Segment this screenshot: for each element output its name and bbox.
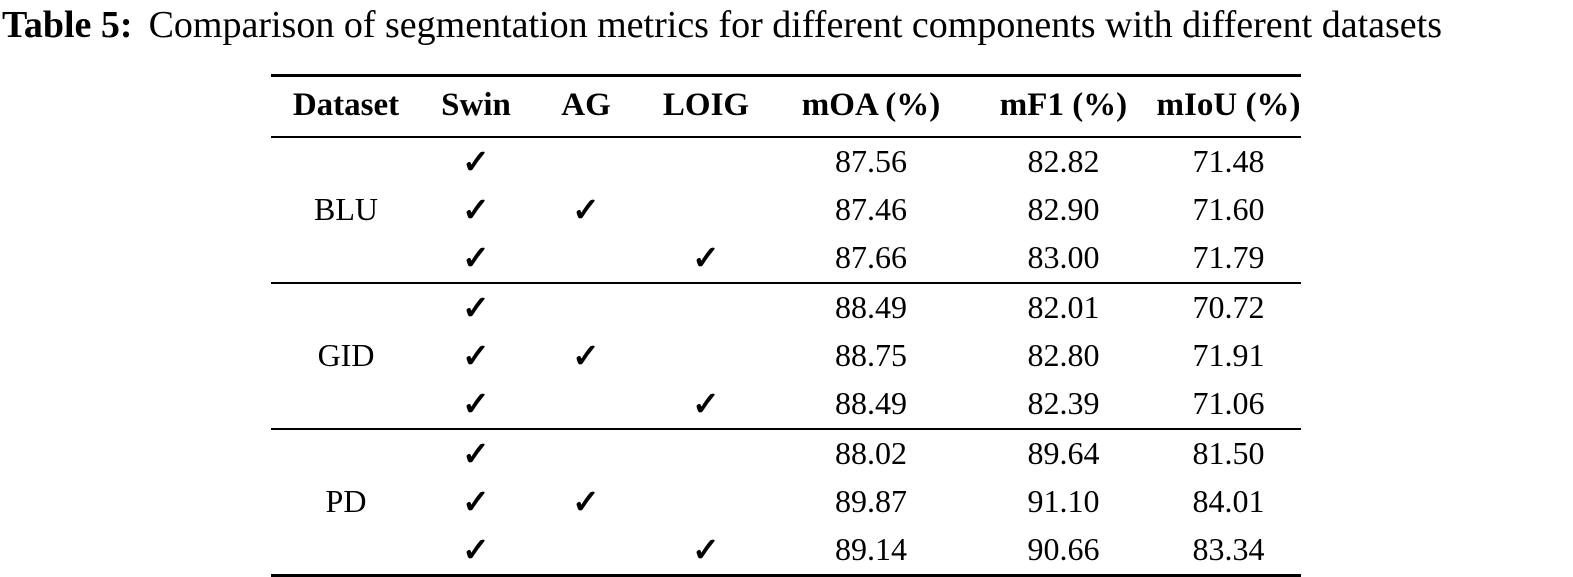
miou-value: 84.01: [1192, 483, 1265, 520]
table-row: BLU ✓ 87.56 82.82 71.48: [271, 137, 1301, 227]
loig-checkmark-icon: ✓: [692, 386, 720, 423]
dataset-label-gid: GID: [271, 281, 421, 429]
swin-checkmark-icon: ✓: [462, 144, 490, 181]
moa-value: 88.02: [771, 427, 971, 478]
moa-value: 88.75: [835, 337, 907, 374]
moa-value: 88.49: [835, 385, 907, 422]
miou-value: 71.91: [1192, 337, 1265, 374]
miou-value: 71.48: [1192, 143, 1265, 180]
ag-checkmark-icon: [531, 380, 641, 429]
miou-value: 70.72: [1156, 281, 1301, 332]
ag-checkmark-icon: ✓: [572, 484, 600, 521]
dataset-label-blu: BLU: [314, 191, 378, 228]
moa-value: 87.56: [835, 143, 907, 180]
miou-value: 81.50: [1156, 427, 1301, 478]
mf1-value: 82.82: [1027, 143, 1100, 180]
table-header: Dataset Swin AG LOIG mOA (%) mF1 (%) mIo…: [271, 75, 1301, 138]
moa-value: 87.66: [835, 239, 907, 276]
column-header-miou: mIoU (%): [1156, 75, 1301, 138]
loig-checkmark-icon: [641, 478, 771, 526]
moa-value: 87.46: [835, 191, 907, 228]
swin-checkmark-icon: ✓: [462, 240, 490, 277]
table-caption: Table 5: Comparison of segmentation metri…: [2, 4, 1573, 48]
column-header-loig: LOIG: [641, 75, 771, 138]
loig-checkmark-icon: [641, 281, 771, 332]
ag-checkmark-icon: [531, 137, 641, 186]
loig-checkmark-icon: ✓: [692, 532, 720, 569]
dataset-label-pd: PD: [271, 427, 421, 576]
ag-checkmark-icon: [531, 234, 641, 283]
swin-checkmark-icon: ✓: [462, 338, 490, 375]
loig-checkmark-icon: [641, 186, 771, 234]
miou-value: 71.60: [1192, 191, 1265, 228]
swin-checkmark-icon: ✓: [421, 281, 531, 332]
moa-value: 88.49: [771, 281, 971, 332]
column-header-mf1: mF1 (%): [971, 75, 1156, 138]
table-caption-label: Table 5:: [2, 4, 133, 46]
moa-value: 89.14: [835, 531, 907, 568]
table-row: ✓ ✓ 88.49 82.39 71.06: [271, 380, 1301, 429]
swin-checkmark-icon: ✓: [421, 427, 531, 478]
column-header-swin: Swin: [421, 75, 531, 138]
loig-checkmark-icon: [641, 332, 771, 380]
mf1-value: 82.01: [971, 281, 1156, 332]
ag-checkmark-icon: ✓: [572, 192, 600, 229]
table-row: ✓ ✓ 88.75 82.80 71.91: [271, 332, 1301, 380]
ag-checkmark-icon: [531, 281, 641, 332]
ag-checkmark-icon: [531, 427, 641, 478]
table-row: PD ✓ 88.02 89.64 81.50: [271, 427, 1301, 576]
loig-checkmark-icon: [641, 137, 771, 186]
ag-checkmark-icon: [531, 526, 641, 576]
miou-value: 83.34: [1192, 531, 1265, 568]
loig-checkmark-icon: [641, 427, 771, 478]
group-blu: BLU ✓ 87.56 82.82 71.48 ✓ ✓ 87.46 82.90 …: [271, 137, 1301, 283]
column-header-dataset: Dataset: [271, 75, 421, 138]
ag-checkmark-icon: ✓: [572, 338, 600, 375]
table-row: ✓ ✓ 89.87 91.10 84.01: [271, 478, 1301, 526]
swin-checkmark-icon: ✓: [462, 532, 490, 569]
table-row: GID ✓ 88.49 82.01 70.72: [271, 281, 1301, 429]
swin-checkmark-icon: ✓: [462, 386, 490, 423]
miou-value: 71.06: [1192, 385, 1265, 422]
mf1-value: 90.66: [1027, 531, 1100, 568]
mf1-value: 89.64: [971, 427, 1156, 478]
mf1-value: 83.00: [1027, 239, 1100, 276]
segmentation-metrics-table: Dataset Swin AG LOIG mOA (%) mF1 (%) mIo…: [271, 73, 1301, 577]
column-header-ag: AG: [531, 75, 641, 138]
mf1-value: 82.80: [1027, 337, 1100, 374]
group-pd: PD ✓ 88.02 89.64 81.50 ✓ ✓ 89.87 91.10 8…: [271, 427, 1301, 576]
table-container: Dataset Swin AG LOIG mOA (%) mF1 (%) mIo…: [271, 73, 1573, 577]
mf1-value: 82.39: [1027, 385, 1100, 422]
swin-checkmark-icon: ✓: [462, 192, 490, 229]
moa-value: 89.87: [835, 483, 907, 520]
mf1-value: 82.90: [1027, 191, 1100, 228]
miou-value: 71.79: [1192, 239, 1265, 276]
mf1-value: 91.10: [1027, 483, 1100, 520]
table-row: ✓ ✓ 89.14 90.66 83.34: [271, 526, 1301, 576]
table-header-row: Dataset Swin AG LOIG mOA (%) mF1 (%) mIo…: [271, 75, 1301, 138]
swin-checkmark-icon: ✓: [462, 484, 490, 521]
column-header-moa: mOA (%): [771, 75, 971, 138]
table-row: ✓ ✓ 87.46 82.90 71.60: [271, 186, 1301, 234]
table-caption-text: Comparison of segmentation metrics for d…: [148, 4, 1443, 46]
table-row: ✓ ✓ 87.66 83.00 71.79: [271, 234, 1301, 283]
group-gid: GID ✓ 88.49 82.01 70.72 ✓ ✓ 88.75 82.80 …: [271, 281, 1301, 429]
loig-checkmark-icon: ✓: [692, 240, 720, 277]
